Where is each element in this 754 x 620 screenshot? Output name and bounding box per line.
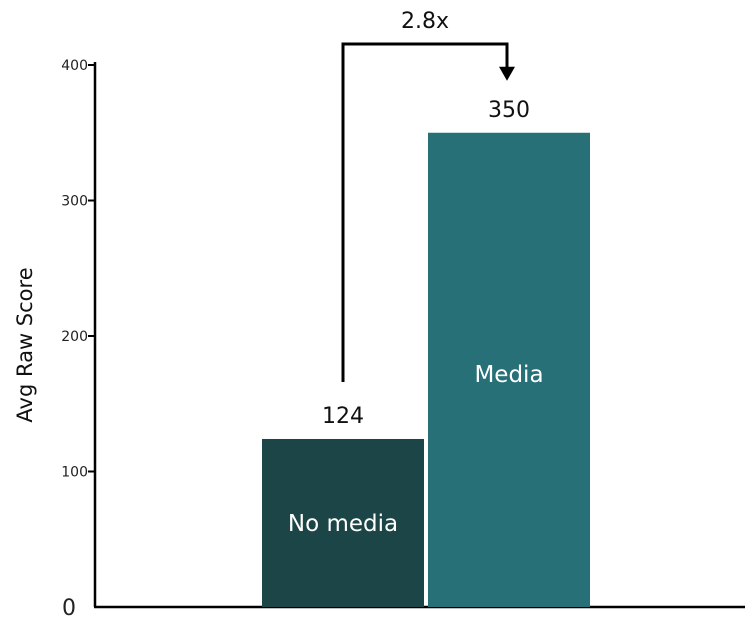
annotation-arrowhead — [499, 66, 515, 81]
bar-category-label: No media — [288, 511, 398, 537]
annotation-label: 2.8x — [401, 9, 449, 34]
y-tick-label: 200 — [61, 329, 88, 345]
y-tick-label: 400 — [61, 58, 88, 74]
bar-no-media — [262, 438, 424, 607]
bar-category-label: Media — [474, 362, 543, 388]
bar-value-label: 124 — [322, 404, 364, 429]
y-tick-label: 100 — [61, 465, 88, 481]
bar-value-label: 350 — [488, 98, 530, 123]
bar-media — [428, 132, 590, 607]
y-axis-ticks: 0 100 200 300 400 — [61, 58, 95, 620]
ratio-annotation: 2.8x — [341, 9, 515, 382]
annotation-bracket — [341, 42, 509, 382]
y-axis-title: Avg Raw Score — [13, 267, 37, 422]
bars: 124 No media 350 Media — [262, 98, 590, 607]
y-tick-label: 300 — [61, 194, 88, 210]
y-tick-label: 0 — [62, 596, 76, 620]
